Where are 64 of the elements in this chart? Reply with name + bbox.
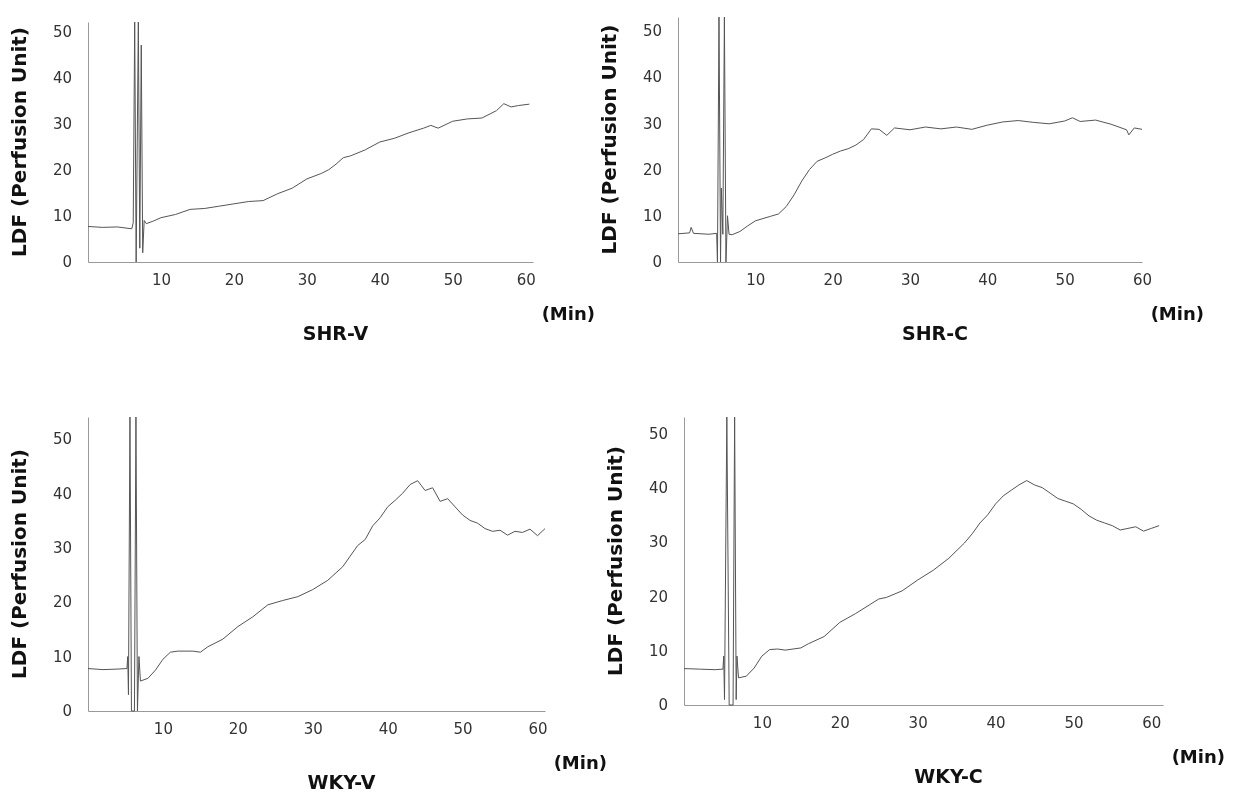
y-tick-label: 20 <box>52 593 72 612</box>
y-tick-label: 40 <box>648 478 668 497</box>
y-axis-title: LDF (Perfusion Unit) <box>597 24 621 255</box>
x-tick-label: 30 <box>303 719 323 738</box>
x-tick-label: 60 <box>528 719 548 738</box>
x-tick-label: 40 <box>378 719 398 738</box>
y-axis-title: LDF (Perfusion Unit) <box>7 449 31 679</box>
y-tick-label: 40 <box>642 68 662 87</box>
y-tick-label: 0 <box>652 253 662 272</box>
x-tick-label: 50 <box>453 719 473 738</box>
x-tick-label: 30 <box>908 713 928 732</box>
x-tick-label: 60 <box>1132 270 1153 289</box>
x-tick-label: 20 <box>224 270 244 289</box>
text: WKY-C <box>914 765 983 787</box>
x-tick-label: 10 <box>153 719 173 738</box>
line-series <box>88 417 545 712</box>
y-tick-label: 50 <box>52 22 72 41</box>
y-tick-label: 30 <box>642 114 662 133</box>
x-tick-label: 60 <box>516 270 536 289</box>
x-tick-label: 10 <box>752 713 772 732</box>
x-axis-title: (Min) <box>1150 303 1204 324</box>
y-tick-label: 30 <box>52 114 72 133</box>
text: WKY-V <box>307 771 376 793</box>
x-tick-label: 30 <box>900 270 921 289</box>
y-tick-label: 20 <box>648 587 668 606</box>
y-tick-label: 0 <box>62 253 72 272</box>
x-tick-label: 60 <box>1142 713 1162 732</box>
x-tick-label: 50 <box>1055 270 1075 289</box>
y-tick-label: 40 <box>52 484 72 503</box>
line-series <box>684 417 1160 706</box>
x-tick-label: 20 <box>228 719 248 738</box>
y-tick-label: 10 <box>648 641 668 660</box>
x-tick-label: 10 <box>746 270 766 289</box>
x-axis-title: (Min) <box>541 303 595 324</box>
y-tick-label: 10 <box>52 647 72 666</box>
text: SHR-V <box>302 322 369 344</box>
y-tick-label: 30 <box>648 533 668 552</box>
line-series <box>88 22 530 263</box>
x-tick-label: 40 <box>978 270 998 289</box>
x-axis-title: (Min) <box>553 752 607 773</box>
y-tick-label: 40 <box>52 68 72 87</box>
y-axis-title: LDF (Perfusion Unit) <box>603 446 627 676</box>
x-tick-label: 20 <box>823 270 843 289</box>
x-tick-label: 20 <box>830 713 850 732</box>
y-axis-title: LDF (Perfusion Unit) <box>7 27 31 257</box>
y-tick-label: 0 <box>62 702 72 721</box>
x-tick-label: 40 <box>370 270 390 289</box>
x-tick-label: 40 <box>986 713 1006 732</box>
y-tick-label: 30 <box>52 538 72 557</box>
x-axis-title: (Min) <box>1171 746 1225 767</box>
x-tick-label: 10 <box>151 270 171 289</box>
y-tick-label: 20 <box>642 160 662 179</box>
y-tick-label: 50 <box>642 22 662 41</box>
y-tick-label: 10 <box>52 207 72 226</box>
y-tick-label: 50 <box>52 430 72 449</box>
line-series <box>678 17 1142 263</box>
x-tick-label: 50 <box>443 270 463 289</box>
x-tick-label: 50 <box>1064 713 1084 732</box>
y-tick-label: 50 <box>648 424 668 443</box>
y-tick-label: 10 <box>642 207 662 226</box>
x-tick-label: 30 <box>297 270 317 289</box>
y-tick-label: 20 <box>52 160 72 179</box>
text: SHR-C <box>901 322 969 344</box>
y-tick-label: 0 <box>658 696 668 715</box>
